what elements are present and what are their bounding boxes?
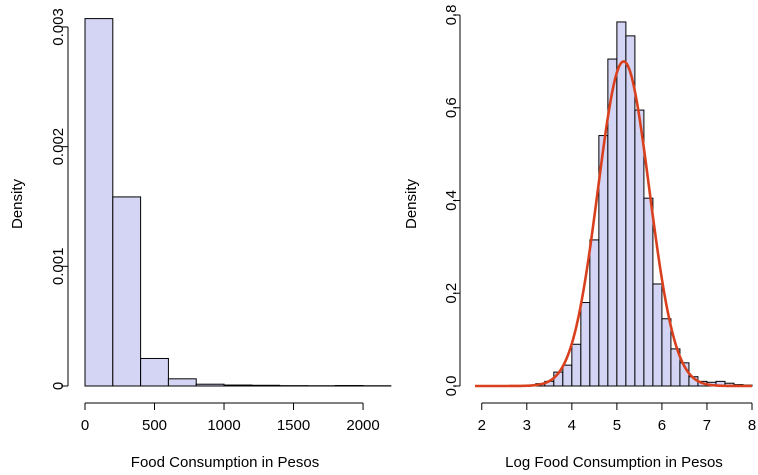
y-tick-label-log-3: 0.6 [443, 97, 460, 118]
x-tick-label-raw-4: 2000 [346, 417, 379, 434]
y-tick-label-log-1: 0.2 [443, 283, 460, 304]
x-axis-title-log: Log Food Consumption in Pesos [505, 454, 723, 471]
histogram-bar-log-14 [661, 318, 672, 387]
histogram-bar-log-11 [634, 109, 645, 387]
histogram-bar-raw-6 [251, 384, 281, 387]
x-tick-label-raw-3: 1500 [277, 417, 310, 434]
histogram-bar-raw-1 [112, 196, 142, 387]
y-tick-label-raw-2: 0.002 [50, 128, 67, 166]
x-tick-label-log-0: 2 [478, 417, 486, 434]
histogram-bar-log-13 [652, 283, 663, 387]
y-tick-label-log-4: 0.8 [443, 5, 460, 26]
x-tick-label-log-5: 7 [703, 417, 711, 434]
histogram-bar-raw-2 [140, 357, 169, 387]
x-axis-title-raw: Food Consumption in Pesos [131, 454, 319, 471]
histogram-bar-log-9 [616, 21, 627, 387]
histogram-bar-log-3 [562, 364, 573, 387]
histogram-bar-log-4 [571, 343, 582, 387]
histogram-bar-log-12 [643, 197, 654, 387]
raw-consumption-histogram: Food Consumption in Pesos Density 0 500 10… [9, 8, 392, 471]
histogram-bar-raw-4 [195, 383, 225, 387]
y-tick-label-raw-0: 0 [50, 382, 67, 390]
y-tick-label-log-0: 0.0 [443, 376, 460, 397]
normal-density-curve [475, 60, 752, 388]
histogram-bar-raw-0 [84, 18, 114, 387]
y-axis-title-log: Density [403, 178, 420, 229]
x-tick-label-raw-2: 1000 [207, 417, 240, 434]
y-axis-title-raw: Density [9, 178, 26, 229]
y-tick-label-log-2: 0.4 [443, 190, 460, 211]
x-tick-label-log-6: 8 [748, 417, 756, 434]
y-tick-label-raw-1: 0.001 [50, 248, 67, 286]
x-tick-label-raw-1: 500 [142, 417, 167, 434]
histogram-bar-raw-5 [223, 384, 253, 387]
x-tick-label-log-3: 5 [613, 417, 621, 434]
x-tick-label-log-2: 4 [568, 417, 576, 434]
x-tick-label-raw-0: 0 [81, 417, 89, 434]
y-tick-label-raw-3: 0.003 [50, 8, 67, 46]
log-consumption-histogram: Log Food Consumption in Pesos Density 2 3… [403, 5, 756, 471]
histogram-bar-log-5 [580, 302, 591, 387]
x-tick-label-log-1: 3 [523, 417, 531, 434]
x-tick-label-log-4: 6 [658, 417, 666, 434]
histogram-bar-log-6 [589, 239, 600, 387]
histogram-bar-raw-3 [167, 378, 197, 387]
